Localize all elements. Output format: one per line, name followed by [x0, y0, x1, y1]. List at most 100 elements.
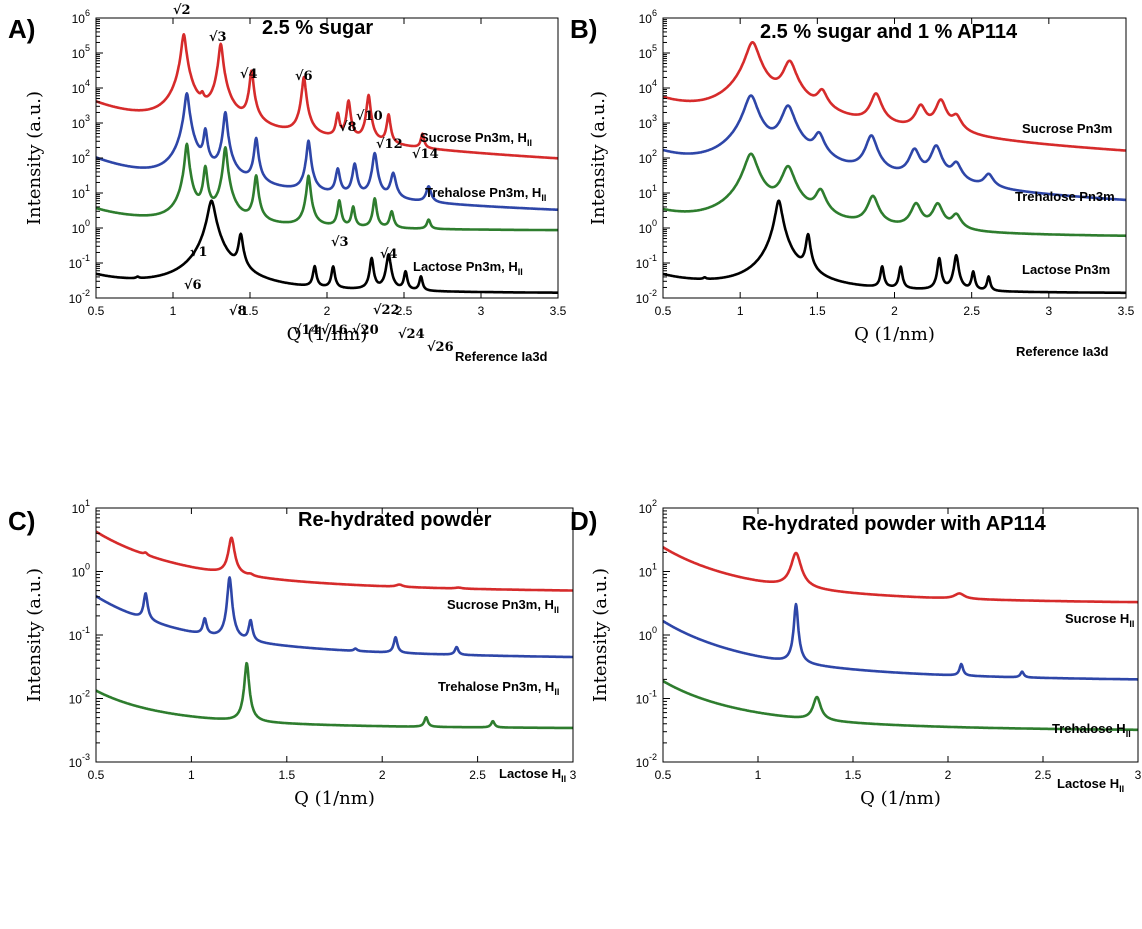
y-tick-label: 104 — [72, 78, 90, 96]
y-tick-label: 10-2 — [636, 752, 657, 770]
series-line — [663, 602, 1138, 681]
y-tick-label: 100 — [639, 218, 657, 236]
series-line — [96, 661, 573, 730]
x-tick-label: 0.5 — [88, 768, 105, 782]
peak-annotation: √4 — [240, 67, 258, 82]
y-tick-label: 105 — [72, 43, 90, 61]
peak-annotation: √8 — [229, 304, 247, 319]
panel-c: C) Re-hydrated powder 0.5 1 1.5 2 2.5 3 10-3 10-2… — [8, 498, 577, 809]
series-label: Lactose Pn3m, HII — [413, 259, 523, 277]
x-tick-label: 2.5 — [963, 304, 980, 318]
x-tick-label: 3.5 — [550, 304, 567, 318]
peak-annotation: √16 — [321, 323, 348, 338]
peak-annotation: √14 — [412, 147, 439, 162]
x-axis-label: Q (1/nm) — [287, 324, 368, 345]
x-tick-label: 0.5 — [88, 304, 105, 318]
x-tick-label: 2.5 — [469, 768, 486, 782]
panel-letter: B) — [570, 14, 597, 44]
series-line — [96, 142, 558, 232]
y-tick-label: 100 — [72, 218, 90, 236]
x-tick-label: 1.5 — [809, 304, 826, 318]
y-axis-label: Intensity (a.u.) — [24, 91, 45, 225]
series-label: Sucrose Pn3m — [1022, 121, 1112, 136]
peak-annotation: √4 — [380, 247, 398, 262]
panel-letter: D) — [570, 506, 597, 536]
y-tick-label: 10-2 — [69, 689, 90, 707]
y-tick-label: 101 — [72, 183, 90, 201]
series-line — [663, 199, 1126, 295]
peak-annotation: √3 — [209, 30, 227, 45]
x-tick-label: 2 — [324, 304, 331, 318]
x-tick-label: 1 — [737, 304, 744, 318]
y-tick-label: 10-2 — [636, 288, 657, 306]
peak-annotation: √1 — [190, 245, 208, 260]
series-line — [96, 576, 573, 659]
panel-letter: A) — [8, 14, 35, 44]
peak-annotation: √22 — [373, 303, 400, 318]
x-tick-label: 3.5 — [1118, 304, 1135, 318]
x-tick-label: 3 — [478, 304, 485, 318]
panel-title: Re-hydrated powder — [298, 509, 492, 531]
x-tick-label: 3 — [1045, 304, 1052, 318]
y-tick-label: 102 — [72, 148, 90, 166]
x-axis-label: Q (1/nm) — [860, 788, 941, 809]
panel-b: B) 2.5 % sugar and 1 % AP114 0.5 1 1.5 2 2.5 3 3… — [570, 8, 1135, 359]
series-line — [663, 41, 1126, 152]
x-tick-label: 2.5 — [396, 304, 413, 318]
series-line — [96, 92, 558, 212]
peak-annotation: √3 — [331, 235, 349, 250]
y-axis-label: Intensity (a.u.) — [588, 91, 609, 225]
y-tick-label: 102 — [639, 148, 657, 166]
series-label: Sucrose HII — [1065, 611, 1134, 629]
peak-annotation: √12 — [376, 137, 403, 152]
series-label: Lactose HII — [1057, 776, 1124, 794]
panel-a: A) 2.5 % sugar 0.5 1 1.5 2 2.5 3 3.5 10-2 10-1 100 1… — [8, 3, 567, 364]
x-tick-label: 1 — [170, 304, 177, 318]
y-tick-label: 101 — [72, 498, 90, 516]
series-line — [663, 679, 1138, 732]
y-axis-label: Intensity (a.u.) — [24, 568, 45, 702]
panel-d: D) Re-hydrated powder with AP114 0.5 1 1.5 2 2… — [570, 498, 1142, 809]
peak-annotation: √6 — [295, 69, 313, 84]
y-tick-label: 103 — [72, 113, 90, 131]
peak-annotation: √8 — [339, 120, 357, 135]
peak-annotation: √26 — [427, 340, 454, 355]
peak-annotation: √14 — [293, 323, 320, 338]
y-tick-label: 106 — [639, 8, 657, 26]
series-line — [663, 94, 1126, 202]
series-line — [663, 152, 1126, 238]
peak-annotation: √10 — [356, 109, 383, 124]
x-tick-label: 2 — [891, 304, 898, 318]
peak-annotation: √20 — [352, 323, 379, 338]
y-tick-label: 100 — [639, 625, 657, 643]
series-label: Trehalose HII — [1052, 721, 1131, 739]
series-line — [96, 33, 558, 160]
x-tick-label: 1.5 — [242, 304, 259, 318]
x-tick-label: 0.5 — [655, 304, 672, 318]
series-label: Reference Ia3d — [1016, 344, 1109, 359]
y-tick-label: 106 — [72, 8, 90, 26]
peak-annotation: √2 — [173, 3, 191, 18]
y-tick-label: 10-1 — [636, 689, 657, 707]
y-tick-label: 102 — [639, 498, 657, 516]
series-line — [663, 545, 1138, 604]
series-line — [96, 199, 558, 294]
x-tick-label: 1 — [188, 768, 195, 782]
x-tick-label: 2 — [945, 768, 952, 782]
x-tick-label: 1.5 — [845, 768, 862, 782]
x-tick-label: 3 — [1135, 768, 1142, 782]
x-axis-label: Q (1/nm) — [294, 788, 375, 809]
x-axis-label: Q (1/nm) — [854, 324, 935, 345]
x-tick-label: 2 — [379, 768, 386, 782]
panel-title: 2.5 % sugar and 1 % AP114 — [760, 21, 1018, 43]
y-tick-label: 105 — [639, 43, 657, 61]
y-tick-label: 100 — [72, 562, 90, 580]
plot-frame — [95, 17, 559, 299]
y-tick-label: 10-1 — [69, 625, 90, 643]
y-tick-label: 104 — [639, 78, 657, 96]
series-label: Trehalose Pn3m, HII — [425, 185, 546, 203]
y-tick-label: 10-1 — [69, 253, 90, 271]
x-tick-label: 3 — [570, 768, 577, 782]
y-tick-label: 101 — [639, 562, 657, 580]
